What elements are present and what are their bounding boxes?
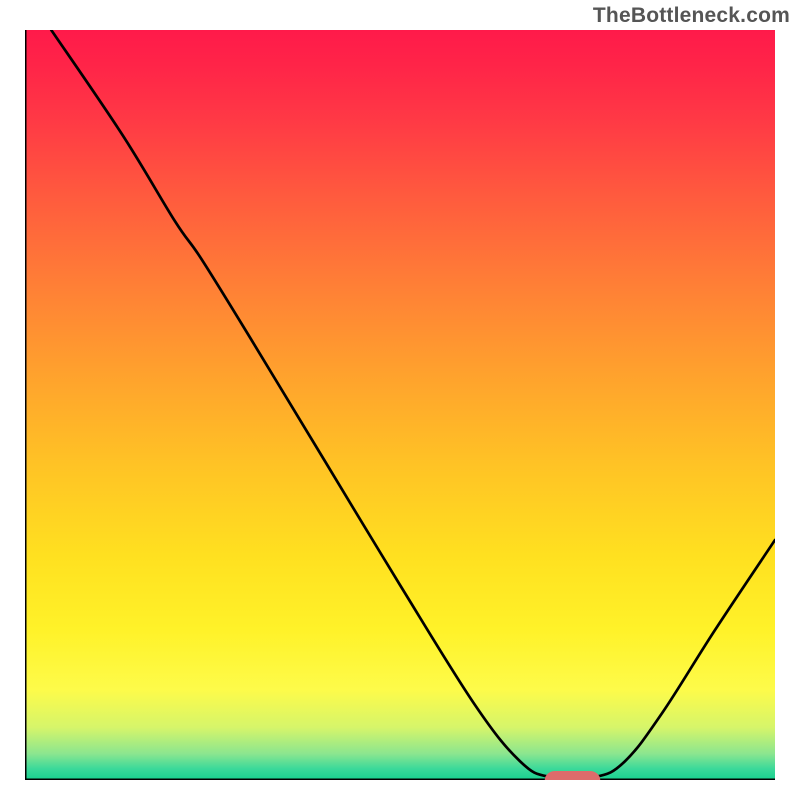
watermark-text: TheBottleneck.com xyxy=(593,4,790,28)
chart-svg xyxy=(25,30,775,780)
optimal-marker xyxy=(545,771,601,780)
chart-container: { "watermark": "TheBottleneck.com", "cha… xyxy=(0,0,800,800)
plot-area xyxy=(25,30,775,780)
gradient-background xyxy=(25,30,775,780)
